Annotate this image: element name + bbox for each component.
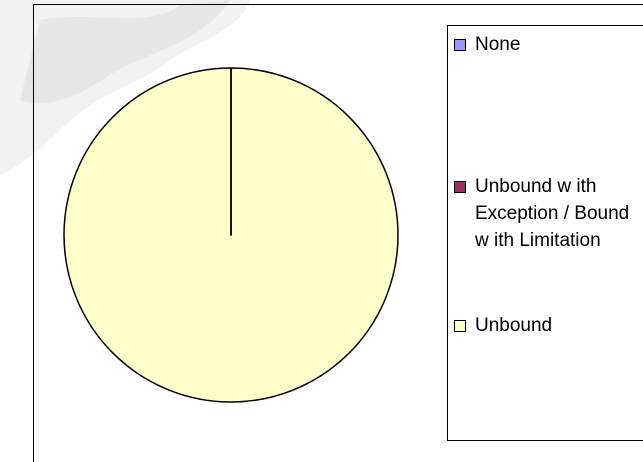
watermark	[20, 0, 230, 104]
pie	[63, 67, 399, 403]
legend-frame	[447, 25, 643, 441]
plot-frame	[33, 4, 643, 462]
legend-entry: Unbound w ith Exception / Bound w ith Li…	[454, 173, 634, 254]
legend-label: Unbound w ith Exception / Bound w ith Li…	[475, 176, 630, 251]
legend-label: Unbound	[475, 315, 553, 336]
legend-swatch	[454, 181, 466, 193]
legend-entry: Unbound	[454, 312, 634, 339]
legend-entry: None	[454, 31, 634, 58]
legend-label: None	[475, 34, 521, 55]
legend-swatch	[454, 320, 466, 332]
legend-swatch	[454, 39, 466, 51]
